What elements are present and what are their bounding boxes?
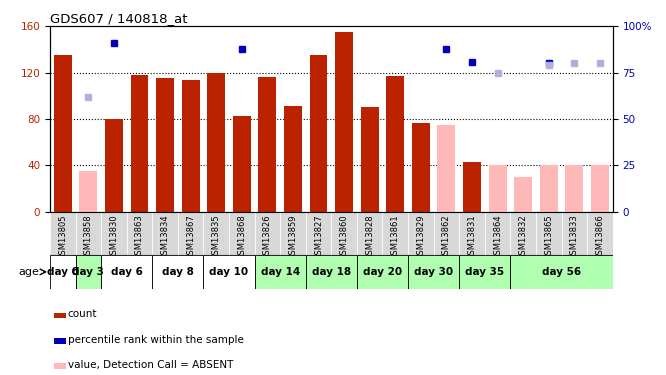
Bar (382, 212, 408, 255)
Text: day 35: day 35 (466, 267, 504, 277)
Bar (258, 77, 276, 212)
Text: GSM13835: GSM13835 (212, 214, 220, 260)
Bar (357, 212, 382, 255)
Text: age: age (19, 267, 40, 277)
Bar (254, 212, 280, 255)
Bar (101, 255, 153, 289)
Bar (335, 32, 353, 212)
Bar (54, 363, 66, 369)
Bar (460, 212, 485, 255)
Bar (156, 78, 174, 212)
Bar (310, 55, 328, 212)
Bar (510, 255, 613, 289)
Text: GSM13826: GSM13826 (263, 214, 272, 260)
Bar (153, 212, 178, 255)
Text: GDS607 / 140818_at: GDS607 / 140818_at (50, 12, 187, 25)
Bar (131, 75, 149, 212)
Text: GSM13831: GSM13831 (468, 214, 477, 260)
Bar (565, 165, 583, 212)
Bar (306, 212, 331, 255)
Bar (485, 212, 510, 255)
Text: GSM13858: GSM13858 (84, 214, 93, 260)
Text: GSM13833: GSM13833 (570, 214, 579, 260)
Bar (284, 106, 302, 212)
Bar (561, 212, 587, 255)
Bar (101, 212, 127, 255)
Bar (540, 165, 557, 212)
Bar (54, 313, 66, 318)
Bar (412, 123, 430, 212)
Bar (463, 162, 481, 212)
Text: GSM13864: GSM13864 (493, 214, 502, 260)
Bar (127, 212, 153, 255)
Bar (489, 165, 507, 212)
Text: GSM13859: GSM13859 (288, 214, 298, 260)
Bar (105, 119, 123, 212)
Text: GSM13860: GSM13860 (340, 214, 348, 260)
Text: value, Detection Call = ABSENT: value, Detection Call = ABSENT (68, 360, 233, 370)
Text: GSM13862: GSM13862 (442, 214, 451, 260)
Bar (233, 116, 251, 212)
Text: count: count (68, 309, 97, 320)
Bar (54, 338, 66, 344)
Bar (75, 255, 101, 289)
Bar (182, 80, 200, 212)
Text: day 10: day 10 (209, 267, 248, 277)
Text: GSM13868: GSM13868 (237, 214, 246, 260)
Text: GSM13866: GSM13866 (595, 214, 605, 260)
Bar (79, 171, 97, 212)
Bar (434, 212, 460, 255)
Text: GSM13863: GSM13863 (135, 214, 144, 260)
Text: GSM13865: GSM13865 (544, 214, 553, 260)
Bar (438, 125, 456, 212)
Text: day 3: day 3 (73, 267, 105, 277)
Bar (203, 212, 229, 255)
Text: GSM13829: GSM13829 (416, 214, 426, 260)
Bar (514, 177, 532, 212)
Bar (207, 73, 225, 212)
Bar (50, 255, 75, 289)
Text: day 30: day 30 (414, 267, 454, 277)
Bar (229, 212, 254, 255)
Bar (386, 76, 404, 212)
Bar (460, 255, 510, 289)
Bar (254, 255, 306, 289)
Text: day 6: day 6 (111, 267, 143, 277)
Bar (587, 212, 613, 255)
Bar (408, 255, 460, 289)
Text: GSM13834: GSM13834 (161, 214, 170, 260)
Text: day 20: day 20 (363, 267, 402, 277)
Bar (361, 108, 379, 212)
Text: GSM13805: GSM13805 (58, 214, 67, 260)
Text: percentile rank within the sample: percentile rank within the sample (68, 335, 244, 345)
Bar (203, 255, 254, 289)
Text: day 14: day 14 (260, 267, 300, 277)
Text: day 18: day 18 (312, 267, 351, 277)
Text: GSM13832: GSM13832 (519, 214, 527, 260)
Bar (178, 212, 203, 255)
Bar (408, 212, 434, 255)
Bar (536, 212, 561, 255)
Bar (332, 212, 357, 255)
Text: GSM13861: GSM13861 (391, 214, 400, 260)
Text: day 56: day 56 (542, 267, 581, 277)
Bar (357, 255, 408, 289)
Text: GSM13827: GSM13827 (314, 214, 323, 260)
Text: GSM13828: GSM13828 (365, 214, 374, 260)
Bar (510, 212, 536, 255)
Bar (306, 255, 357, 289)
Bar (50, 212, 75, 255)
Bar (54, 55, 72, 212)
Bar (153, 255, 203, 289)
Text: day 0: day 0 (47, 267, 79, 277)
Text: GSM13867: GSM13867 (186, 214, 195, 260)
Text: day 8: day 8 (162, 267, 194, 277)
Bar (75, 212, 101, 255)
Text: GSM13830: GSM13830 (109, 214, 119, 260)
Bar (280, 212, 306, 255)
Bar (591, 165, 609, 212)
